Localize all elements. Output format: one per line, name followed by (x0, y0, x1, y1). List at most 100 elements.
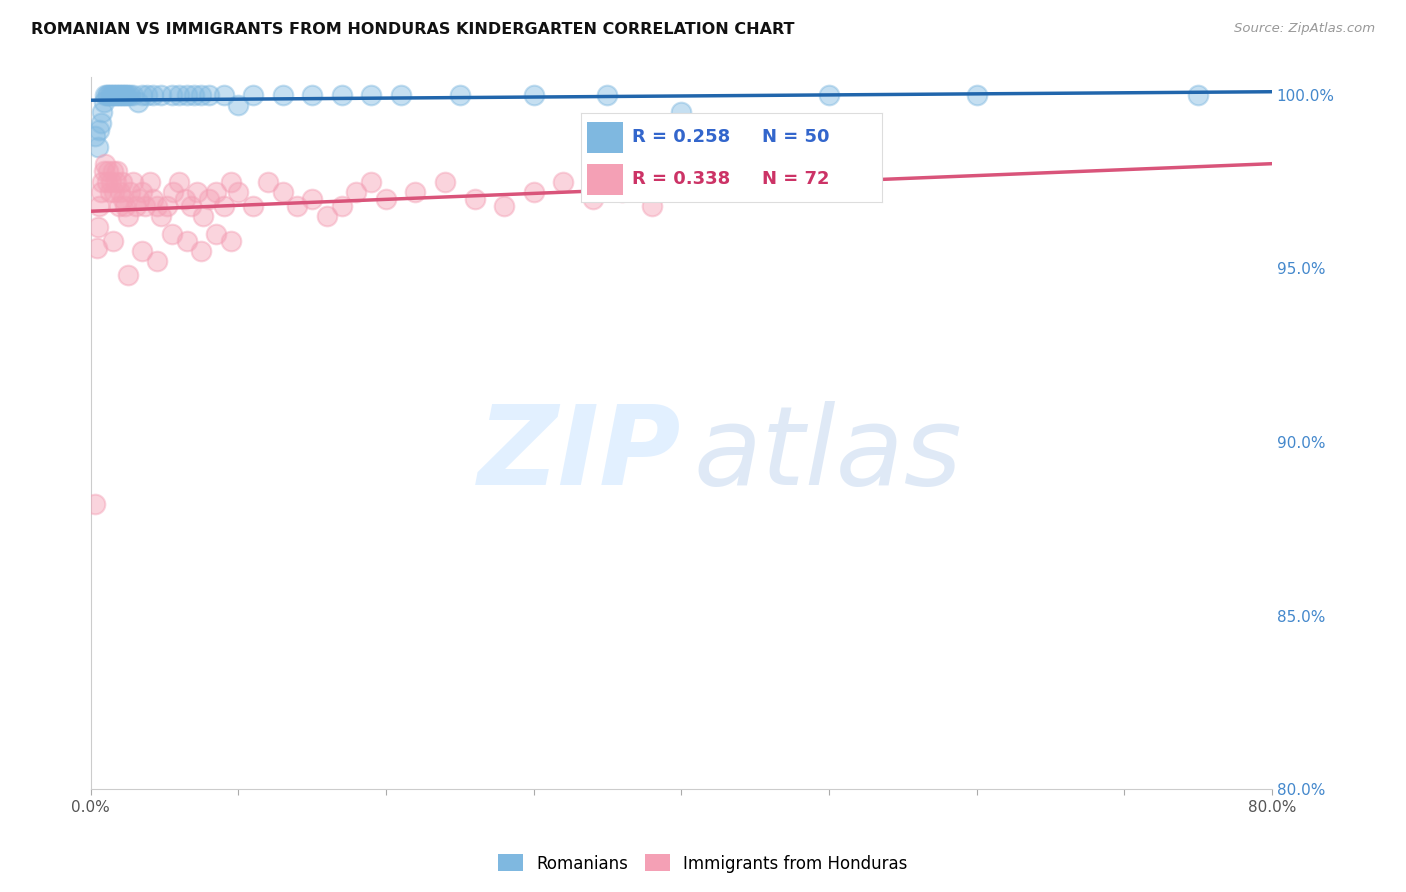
Point (122, 175, 145, 189)
Point (162, 185, 184, 199)
Point (112, 87, 135, 102)
Point (94, 87, 117, 102)
Point (114, 87, 136, 102)
Point (107, 199, 129, 213)
Point (374, 192, 396, 206)
Point (404, 185, 426, 199)
Point (111, 175, 134, 189)
Point (612, 185, 634, 199)
Point (115, 87, 138, 102)
Point (120, 185, 142, 199)
Point (96, 175, 118, 189)
Point (107, 87, 129, 102)
Point (205, 185, 228, 199)
Point (285, 199, 308, 213)
Point (389, 87, 412, 102)
Point (523, 185, 546, 199)
Point (90, 185, 112, 199)
Point (120, 87, 142, 102)
Point (242, 199, 264, 213)
Point (582, 192, 605, 206)
Point (523, 87, 546, 102)
Point (134, 199, 156, 213)
Point (84, 129, 107, 144)
Point (103, 185, 125, 199)
Point (360, 175, 382, 189)
Point (212, 87, 235, 102)
Point (108, 185, 131, 199)
Point (197, 192, 219, 206)
Point (464, 192, 486, 206)
Point (91, 105, 114, 120)
Point (105, 164, 128, 178)
Point (183, 87, 205, 102)
Point (131, 244, 153, 258)
Point (117, 209, 139, 223)
Point (117, 87, 139, 102)
Point (176, 87, 198, 102)
Point (301, 192, 323, 206)
Point (360, 87, 382, 102)
Point (87, 219, 110, 234)
Point (344, 185, 367, 199)
Point (97, 164, 120, 178)
Point (160, 87, 183, 102)
Point (117, 268, 139, 283)
Point (100, 175, 122, 189)
Point (174, 192, 197, 206)
Point (197, 87, 219, 102)
Point (86, 241, 108, 255)
Point (271, 185, 294, 199)
Text: Source: ZipAtlas.com: Source: ZipAtlas.com (1234, 22, 1375, 36)
Point (167, 175, 190, 189)
Text: ZIP: ZIP (478, 401, 682, 508)
Point (494, 199, 516, 213)
Point (101, 87, 124, 102)
Point (100, 87, 122, 102)
Point (103, 87, 125, 102)
Point (186, 185, 208, 199)
Point (167, 87, 190, 102)
Point (111, 87, 134, 102)
Point (146, 254, 169, 268)
Point (108, 87, 131, 102)
Point (87, 140, 110, 154)
Point (219, 234, 242, 248)
Point (966, 87, 988, 102)
Point (122, 87, 145, 102)
Point (596, 87, 619, 102)
Point (89, 122, 111, 136)
Point (226, 98, 249, 112)
Point (135, 87, 157, 102)
Legend: Romanians, Immigrants from Honduras: Romanians, Immigrants from Honduras (492, 847, 914, 880)
Point (125, 199, 148, 213)
Point (98, 87, 121, 102)
Point (190, 87, 212, 102)
Point (89, 199, 111, 213)
Point (142, 87, 165, 102)
Point (190, 244, 212, 258)
Point (93, 95, 115, 109)
Point (180, 199, 202, 213)
Point (671, 105, 693, 120)
Point (104, 87, 127, 102)
Point (226, 185, 249, 199)
Point (434, 175, 457, 189)
Point (94, 157, 117, 171)
Point (146, 199, 169, 213)
Point (128, 192, 150, 206)
Point (160, 227, 183, 241)
Point (114, 199, 136, 213)
Point (142, 192, 165, 206)
Point (256, 175, 278, 189)
Point (1187, 87, 1209, 102)
Point (301, 87, 323, 102)
Point (112, 192, 135, 206)
Point (131, 87, 153, 102)
Point (150, 87, 173, 102)
Point (101, 234, 124, 248)
Point (131, 185, 153, 199)
Point (96, 87, 118, 102)
Point (191, 209, 214, 223)
Point (156, 199, 179, 213)
